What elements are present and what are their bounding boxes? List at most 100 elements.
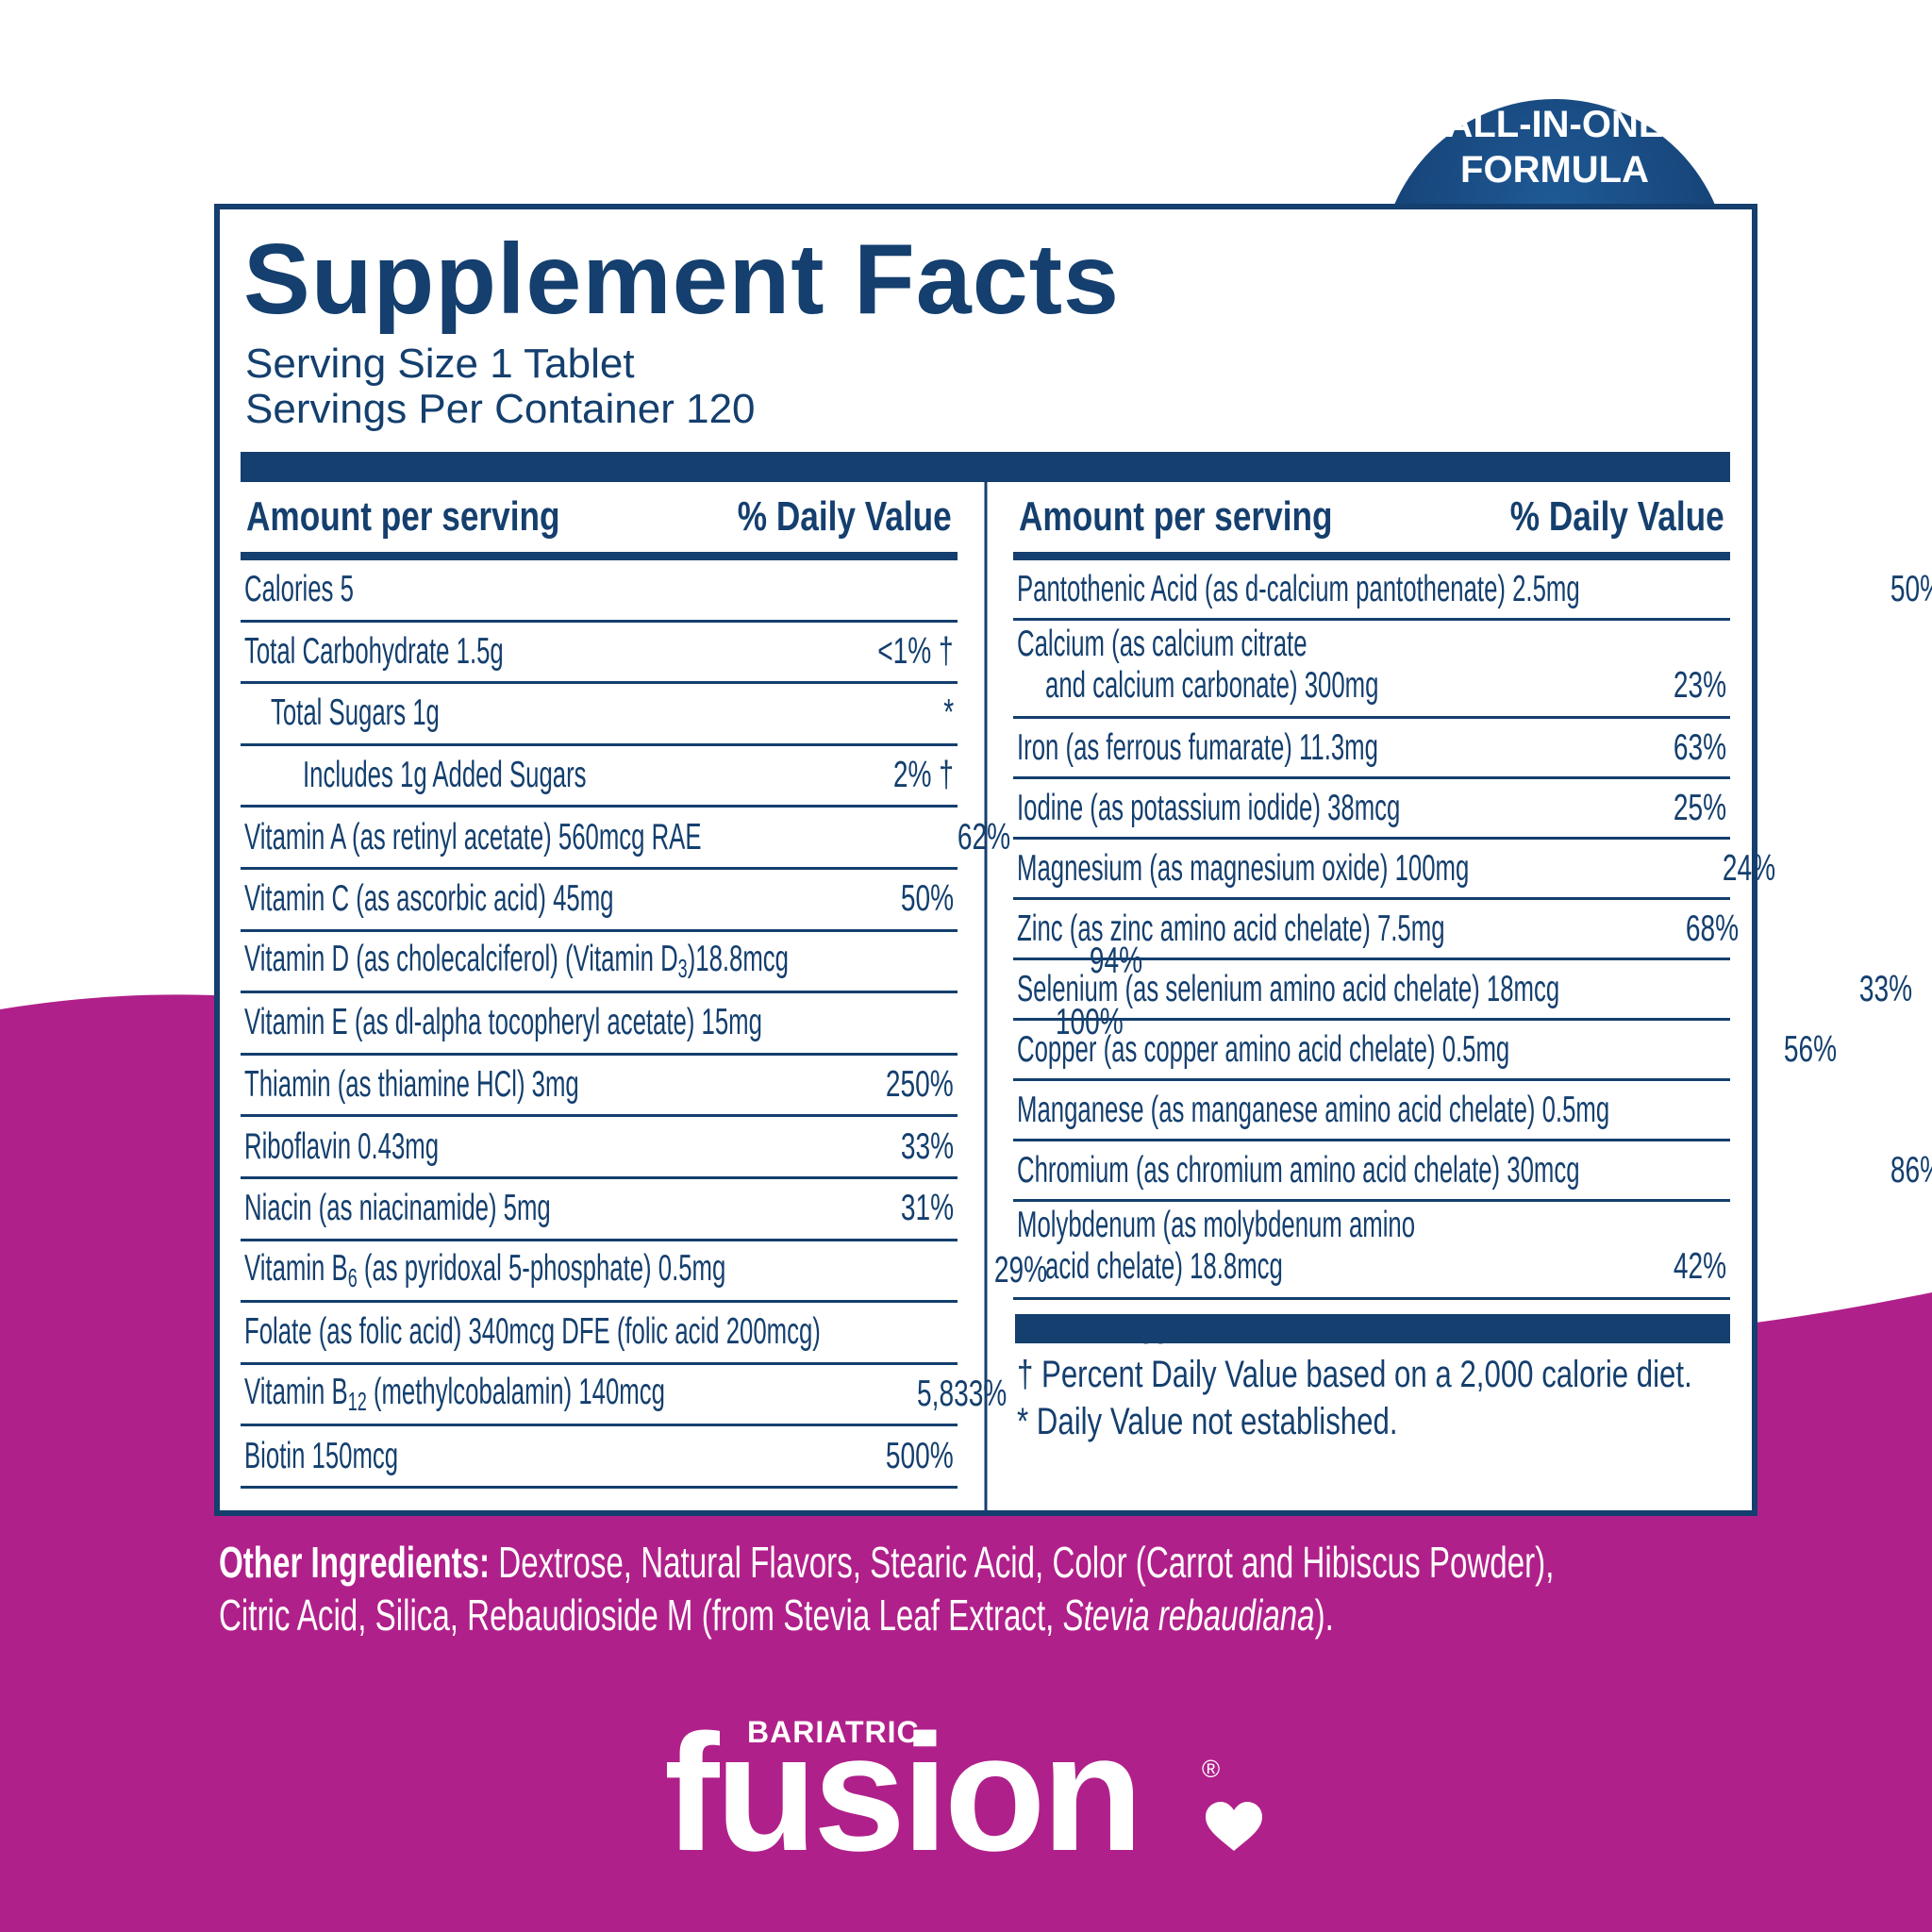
daily-value: 63% — [1673, 726, 1726, 768]
row-name: Calories 5 — [244, 569, 954, 610]
row-name: Iodine (as potassium iodide) 38mcg — [1017, 788, 1653, 829]
name-lines: Calcium (as calcium citrate and calcium c… — [1017, 624, 1653, 707]
row-name: Iron (as ferrous fumarate) 11.3mg — [1017, 727, 1653, 769]
name-part: Vitamin B — [244, 1247, 348, 1289]
right-column: Pantothenic Acid (as d-calcium pantothen… — [1013, 560, 1932, 1300]
name-text: Calcium (as calcium citrate — [1017, 624, 1307, 664]
facts-row: Niacin (as niacinamide) 5mg 31% — [241, 1179, 958, 1241]
row-name: Riboflavin 0.43mg — [244, 1126, 880, 1168]
facts-row: Total Sugars 1g * — [241, 684, 958, 746]
facts-row: Folate (as folic acid) 340mcg DFE (folic… — [241, 1303, 1191, 1365]
daily-value: 250% — [886, 1064, 954, 1106]
thick-bar — [241, 452, 1730, 482]
row-name: Vitamin B12 (methylcobalamin) 140mcg — [244, 1372, 882, 1417]
name-line: Molybdenum (as molybdenum amino — [1017, 1205, 1653, 1246]
daily-value: 85% — [1138, 1311, 1191, 1353]
row-name: Pantothenic Acid (as d-calcium pantothen… — [1017, 569, 1870, 610]
daily-value: * — [943, 692, 954, 734]
facts-row: Molybdenum (as molybdenum amino acid chel… — [1013, 1202, 1730, 1300]
row-name: Molybdenum (as molybdenum amino acid chel… — [1017, 1205, 1653, 1288]
facts-row: Iodine (as potassium iodide) 38mcg 25% — [1013, 779, 1730, 840]
facts-row: Total Carbohydrate 1.5g <1% † — [241, 623, 958, 685]
name-text: Iodine (as potassium iodide) 38mcg — [1017, 787, 1401, 828]
row-name: Vitamin A (as retinyl acetate) 560mcg RA… — [244, 817, 937, 858]
facts-row: Magnesium (as magnesium oxide) 100mg 24% — [1013, 840, 1775, 900]
daily-value: 24% — [1723, 847, 1776, 889]
name-text: Folate (as folic acid) 340mcg DFE (folic… — [244, 1311, 821, 1353]
servings-per-container: Servings Per Container 120 — [245, 386, 756, 432]
footer-bar — [1015, 1314, 1730, 1343]
daily-value: 42% — [1673, 1246, 1726, 1287]
column-header: Amount per serving % Daily Value — [1013, 482, 1730, 552]
name-part: Vitamin B — [244, 1372, 348, 1413]
serving-info: Serving Size 1 Tablet Servings Per Conta… — [245, 341, 756, 432]
badge: ALL-IN-ONE FORMULA — [1387, 102, 1723, 192]
facts-row: Pantothenic Acid (as d-calcium pantothen… — [1013, 560, 1932, 621]
daily-value: 33% — [1859, 968, 1913, 1009]
row-name: Manganese (as manganese amino acid chela… — [1017, 1090, 1915, 1131]
facts-row: Vitamin C (as ascorbic acid) 45mg 50% — [241, 870, 958, 932]
facts-row: Vitamin B12 (methylcobalamin) 140mcg 5,83… — [241, 1365, 1007, 1427]
daily-value: 68% — [1685, 908, 1740, 949]
daily-value: 25% — [1673, 787, 1726, 828]
ingredients-text: ). — [1314, 1591, 1334, 1640]
name-part: Vitamin D (as cholecalciferol) (Vitamin … — [244, 938, 678, 979]
row-name: Niacin (as niacinamide) 5mg — [244, 1188, 880, 1229]
name-part: )18.8mcg — [687, 938, 789, 979]
badge-line: ALL-IN-ONE — [1445, 104, 1664, 145]
subscript: 12 — [347, 1386, 367, 1416]
name-text: Total Carbohydrate 1.5g — [244, 630, 504, 672]
name-line: Calcium (as calcium citrate — [1017, 624, 1653, 665]
daily-value: 29% — [994, 1249, 1048, 1291]
name-text: and calcium carbonate) 300mg — [1045, 665, 1379, 706]
daily-value: 5,833% — [916, 1374, 1007, 1415]
facts-row: Thiamin (as thiamine HCl) 3mg 250% — [241, 1056, 958, 1118]
row-name: Vitamin E (as dl-alpha tocopheryl acetat… — [244, 1002, 1029, 1043]
daily-value: 94% — [1090, 940, 1143, 981]
other-ingredients: Other Ingredients: Dextrose, Natural Fla… — [219, 1536, 1932, 1641]
name-text: Copper (as copper amino acid chelate) 0.… — [1017, 1028, 1510, 1070]
facts-row: Manganese (as manganese amino acid chela… — [1013, 1081, 1730, 1141]
name-text: Vitamin D (as cholecalciferol) (Vitamin … — [244, 939, 789, 984]
name-text: Chromium (as chromium amino acid chelate… — [1017, 1149, 1580, 1191]
amount-header: Amount per serving — [246, 493, 560, 540]
facts-row: Zinc (as zinc amino acid chelate) 7.5mg 6… — [1013, 900, 1739, 960]
name-text: Includes 1g Added Sugars — [303, 755, 587, 796]
name-text: Biotin 150mcg — [244, 1435, 399, 1476]
name-part: (methylcobalamin) 140mcg — [366, 1372, 665, 1413]
daily-value: 23% — [1673, 665, 1726, 706]
daily-value: 50% — [1890, 568, 1932, 609]
facts-row: Iron (as ferrous fumarate) 11.3mg 63% — [1013, 719, 1730, 779]
row-name: Vitamin B6 (as pyridoxal 5-phosphate) 0.… — [244, 1248, 974, 1293]
daily-value: 100% — [1055, 1002, 1124, 1043]
name-text: Niacin (as niacinamide) 5mg — [244, 1188, 551, 1229]
name-text: Thiamin (as thiamine HCl) 3mg — [244, 1064, 579, 1106]
dv-header: % Daily Value — [738, 493, 952, 540]
facts-row: Biotin 150mcg 500% — [241, 1426, 958, 1489]
facts-row: Calcium (as calcium citrate and calcium c… — [1013, 621, 1730, 719]
header-rule — [241, 552, 958, 560]
row-name: Selenium (as selenium amino acid chelate… — [1017, 969, 1839, 1010]
facts-row: Copper (as copper amino acid chelate) 0.… — [1013, 1021, 1837, 1081]
column-header: Amount per serving % Daily Value — [241, 482, 958, 552]
row-name: Chromium (as chromium amino acid chelate… — [1017, 1150, 1870, 1191]
name-text: Magnesium (as magnesium oxide) 100mg — [1017, 847, 1470, 889]
facts-row: Vitamin E (as dl-alpha tocopheryl acetat… — [241, 993, 1123, 1056]
logo-mark: ® — [1202, 1755, 1221, 1783]
name-text: Molybdenum (as molybdenum amino — [1017, 1205, 1416, 1245]
row-name: Vitamin C (as ascorbic acid) 45mg — [244, 878, 880, 920]
logo-small: BARIATRIC — [747, 1715, 920, 1749]
title: Supplement Facts — [243, 224, 1120, 335]
ingredients-text: Dextrose, Natural Flavors, Stearic Acid,… — [498, 1538, 1555, 1587]
name-text: Selenium (as selenium amino acid chelate… — [1017, 968, 1560, 1009]
facts-row: Vitamin B6 (as pyridoxal 5-phosphate) 0.… — [241, 1241, 1047, 1304]
name-text: Vitamin C (as ascorbic acid) 45mg — [244, 878, 614, 920]
daily-value: 56% — [1784, 1028, 1838, 1070]
serving-size: Serving Size 1 Tablet — [245, 341, 635, 387]
header-rule — [1013, 552, 1730, 560]
name-text: Vitamin E (as dl-alpha tocopheryl acetat… — [244, 1002, 762, 1043]
daily-value: 50% — [900, 878, 954, 920]
footnote: † Percent Daily Value based on a 2,000 c… — [1017, 1354, 1692, 1395]
